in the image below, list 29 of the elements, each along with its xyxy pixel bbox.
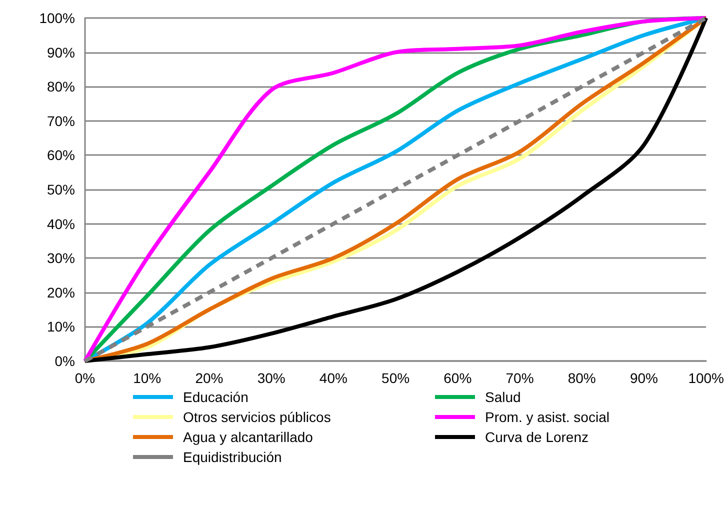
legend-label: Educación [183,389,248,405]
y-tick-label: 0% [54,353,75,369]
x-tick-label: 70% [506,370,534,386]
legend-label: Curva de Lorenz [485,429,589,445]
legend-label: Prom. y asist. social [485,409,610,425]
y-tick-label: 40% [46,216,75,232]
y-tick-label: 60% [46,147,75,164]
legend-label: Equidistribución [183,449,282,465]
y-tick-label: 30% [46,250,75,266]
y-tick-label: 70% [46,112,75,129]
y-tick-label: 100% [39,10,75,26]
x-tick-label: 30% [257,370,286,386]
x-tick-label: 50% [382,370,410,386]
x-tick-label: 40% [319,370,348,386]
x-tick-label: 10% [133,370,162,386]
x-tick-label: 60% [444,370,472,386]
y-tick-label: 10% [46,318,75,335]
x-tick-label: 100% [688,370,724,386]
x-tick-label: 0% [74,370,96,386]
x-tick-label: 90% [630,370,658,386]
legend-label: Otros servicios públicos [183,409,331,425]
legend-label: Agua y alcantarillado [183,429,314,445]
y-tick-label: 80% [46,78,75,95]
legend-label: Salud [485,389,521,405]
y-tick-label: 20% [46,284,75,300]
x-tick-label: 80% [568,370,596,386]
y-tick-label: 50% [46,182,75,198]
y-tick-label: 90% [46,44,75,60]
x-tick-label: 20% [195,370,224,386]
